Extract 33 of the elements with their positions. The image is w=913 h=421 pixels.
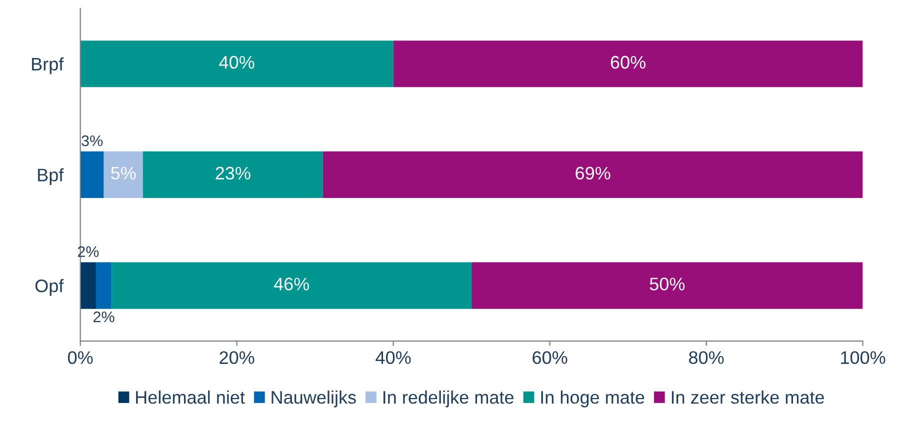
bar [142,151,323,198]
bar [393,40,863,88]
y-tick-label: Bpf [38,168,64,186]
legend-label: In zeer sterke mate [672,390,824,404]
data-label: 23% [216,166,250,180]
legend-label: In hoge mate [541,390,644,408]
data-label: 69% [576,166,610,180]
data-label: 3% [82,135,103,146]
data-label: 40% [219,56,254,69]
bar [104,151,143,198]
data-label: 50% [650,278,685,290]
x-tick-label: 80% [689,351,724,364]
x-tick-label: 0% [68,351,93,364]
bar [472,262,863,309]
bar [96,262,112,309]
x-tick-label: 20% [220,351,254,364]
x-tick-label: 100% [841,351,886,364]
x-tick-label: 60% [532,351,568,364]
data-label: 46% [274,278,310,290]
data-label: 2% [94,311,114,322]
bar [80,40,394,88]
y-tick-label: Brpf [32,57,64,74]
bar [112,262,472,309]
x-tick-label: 40% [376,351,411,364]
bar [80,262,96,309]
data-label: 5% [111,166,136,180]
y-tick-label: Opf [35,279,64,296]
legend-label: Helemaal niet [136,390,245,404]
legend-label: In redelijke mate [384,390,514,408]
legend-label: Nauwelijks [272,390,356,408]
bar [80,151,104,198]
data-label: 60% [610,56,646,69]
bar [322,151,863,198]
